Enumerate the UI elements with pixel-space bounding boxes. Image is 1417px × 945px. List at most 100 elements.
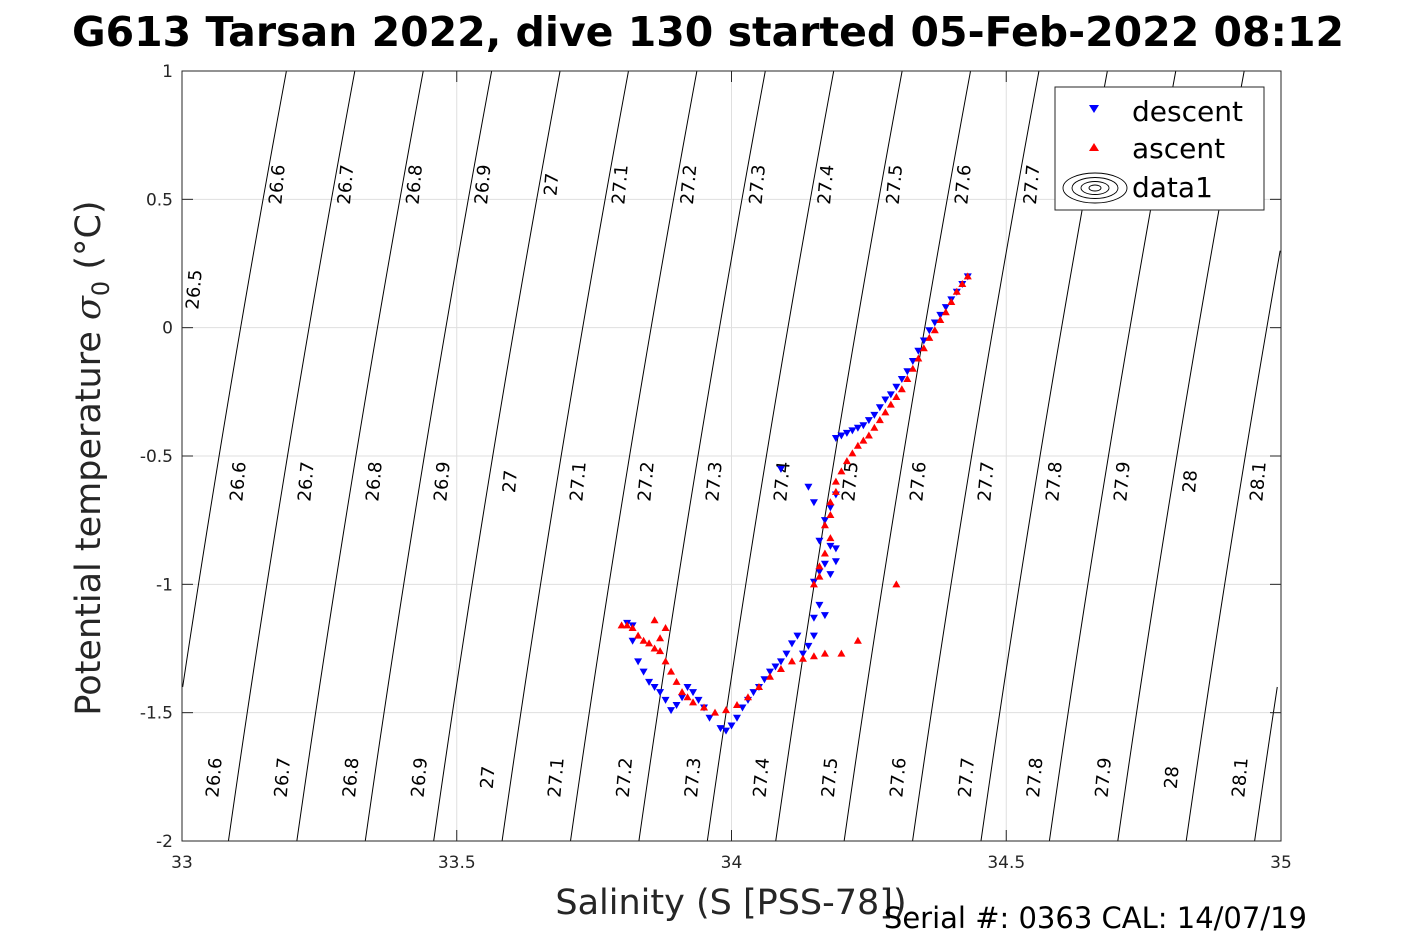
descent-point [837,432,846,440]
contour-label: 26.8 [403,164,427,206]
density-contour-line [775,70,903,842]
descent-point [809,632,818,640]
contour-label: 27.4 [750,757,774,799]
x-tick-label: 33 [171,853,193,873]
ascent-point [853,636,862,644]
ascent-point [700,703,709,711]
ascent-point [711,708,720,716]
contour-label: 27.7 [974,461,998,503]
descent-point [628,637,637,645]
y-tick-label: 0.5 [146,190,173,210]
ascent-point [683,693,692,701]
ascent-point [820,649,829,657]
contour-label: 26.6 [202,757,226,799]
ascent-point [897,385,906,393]
x-tick-label: 34 [721,853,743,873]
contour-label: 28.1 [1246,461,1270,503]
contour-label: 27.4 [814,164,838,206]
contour-label: 27.5 [883,164,907,206]
descent-point [809,614,818,622]
legend-item-ascent: ascent [1089,132,1225,165]
ascent-point [689,698,698,706]
descent-point [672,701,681,709]
descent-marker-icon [1089,105,1099,113]
density-contour-line [364,70,493,842]
descent-point [870,411,879,419]
density-contour-line [501,70,629,842]
contour-label: 26.6 [265,164,289,206]
contour-label: 27.5 [818,757,842,799]
contour-label: 27.2 [613,757,637,799]
contour-label: 26.5 [182,269,206,311]
ascent-point [936,315,945,323]
contour-label: 27.6 [886,757,910,799]
ascent-point [963,272,972,280]
ascent-point [732,700,741,708]
density-contour-line [570,70,698,842]
ascent-point [623,621,632,629]
ascent-point [875,416,884,424]
ascent-point [930,326,939,334]
y-tick-label: -1 [156,575,173,595]
legend-item-descent: descent [1089,95,1243,128]
descent-point [782,650,791,658]
descent-point [919,337,928,345]
ascent-point [809,652,818,660]
ascent-point [826,534,835,542]
descent-point [875,404,884,412]
ascent-point [892,580,901,588]
descent-point [892,383,901,391]
ascent-point [826,498,835,506]
contour-label: 27 [499,469,522,494]
density-contour-line [433,70,561,842]
descent-point [639,668,648,676]
contour-label: 26.6 [226,461,250,503]
legend-label-data1: data1 [1132,171,1213,204]
descent-point [831,435,840,443]
descent-point [864,417,873,425]
descent-point [826,504,835,512]
density-contour-line [227,70,356,842]
ascent-point [831,477,840,485]
ascent-point [886,400,895,408]
contour-label: 27.8 [1042,461,1066,503]
contour-label: 27.1 [608,164,632,206]
x-tick-label: 33.5 [438,853,476,873]
contour-label: 26.9 [430,461,454,503]
contour-label: 27.7 [1020,164,1044,206]
descent-point [760,676,769,684]
ascent-point [820,521,829,529]
ascent-point [892,392,901,400]
descent-point [771,663,780,671]
ascent-point [656,634,665,642]
descent-point [683,684,692,691]
ascent-point [798,654,807,662]
descent-point [798,650,807,658]
descent-point [749,689,758,697]
x-tick-label: 35 [1270,853,1292,873]
ascent-point [667,667,676,675]
descent-point [722,727,731,735]
contour-label: 27.6 [951,164,975,206]
descent-point [820,612,829,620]
descent-point [914,347,923,355]
ascent-point [809,580,818,588]
ascent-point [722,706,731,714]
y-axis-label: Potential temperature σ0 (°C) [69,200,115,715]
descent-point [903,368,912,376]
descent-point [815,568,824,576]
legend-label-ascent: ascent [1132,132,1225,165]
contour-label: 27.7 [955,757,979,799]
ascent-point [837,649,846,657]
ascent-point [919,344,928,352]
contour-label: 27.3 [746,164,770,206]
descent-point [705,714,714,722]
ascent-point [617,621,626,629]
descent-point [645,678,654,686]
ascent-point [650,644,659,652]
ascent-point [645,639,654,647]
descent-point [925,327,934,335]
contour-label: 27.6 [906,461,930,503]
descent-point [930,319,939,327]
ascent-point [881,408,890,416]
